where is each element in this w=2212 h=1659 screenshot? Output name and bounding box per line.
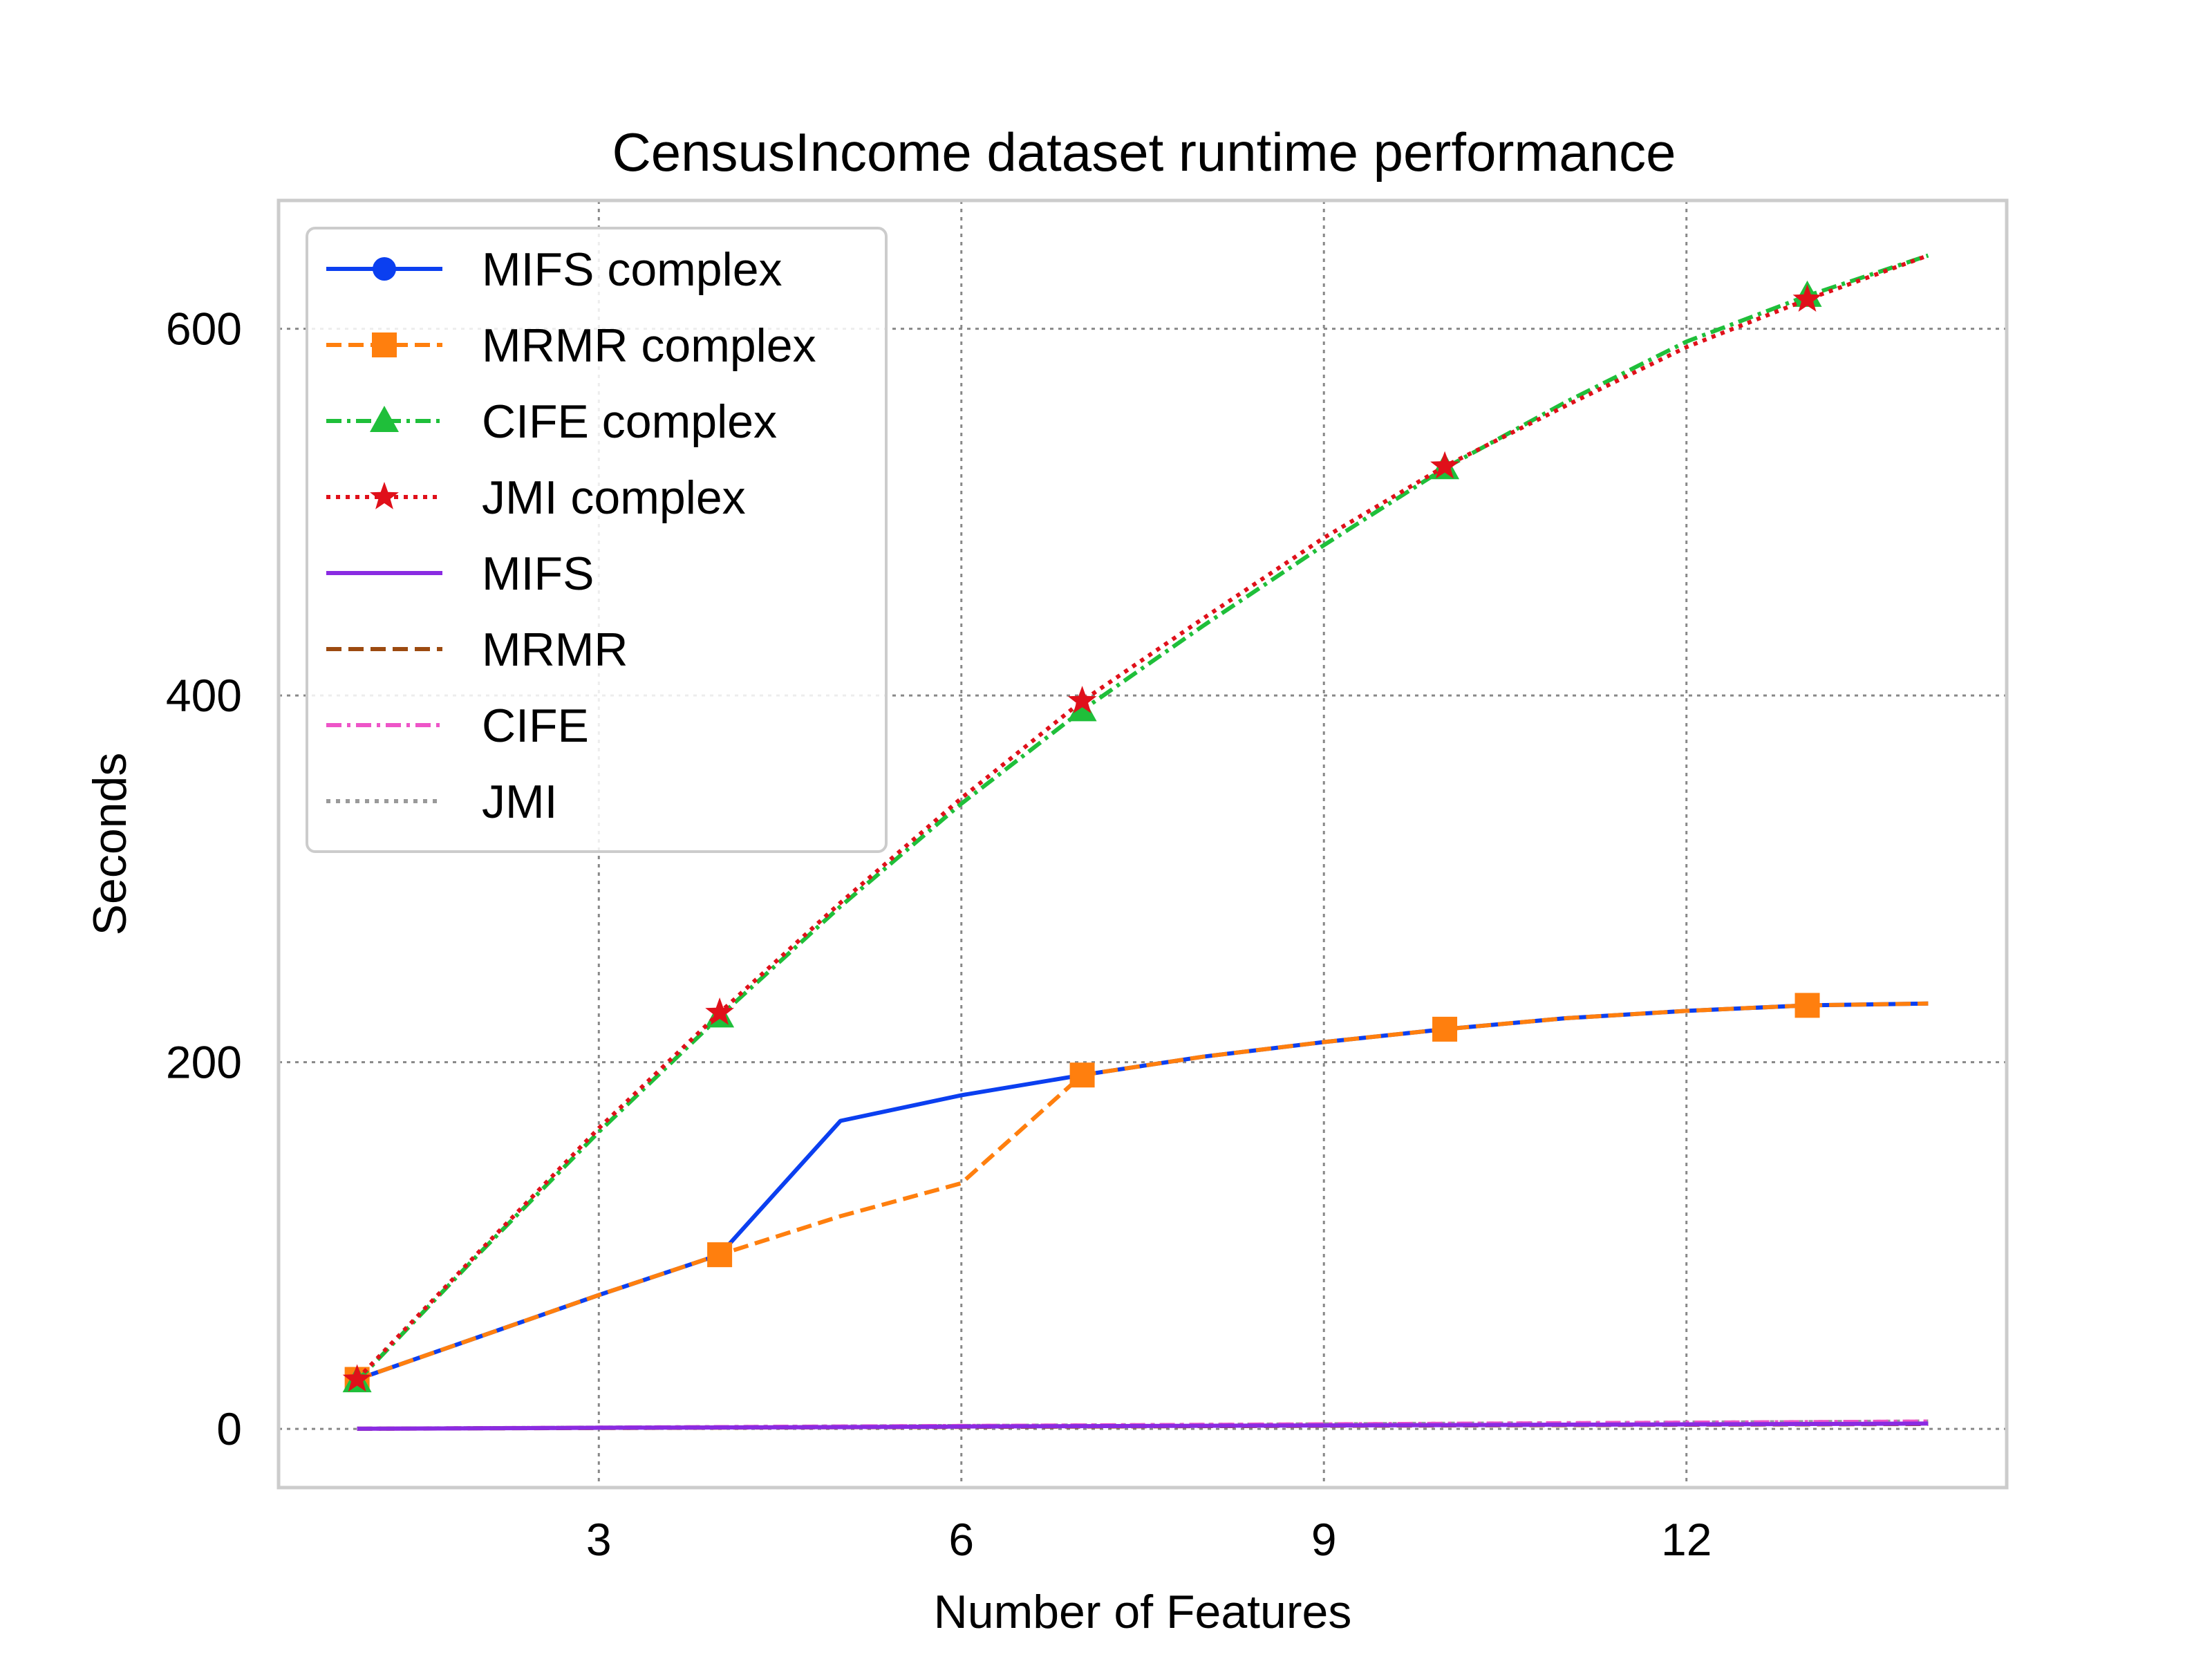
x-tick-labels: 3 6 9 12 bbox=[586, 1514, 1712, 1565]
series-3-point-0 bbox=[342, 1364, 372, 1392]
series-1-point-6 bbox=[1069, 1062, 1095, 1088]
legend-label-6: CIFE bbox=[482, 700, 589, 752]
legend-box bbox=[306, 227, 888, 853]
x-tick-label-0: 3 bbox=[586, 1514, 612, 1565]
series-line-2 bbox=[355, 253, 1929, 1383]
legend-label-7: JMI bbox=[482, 776, 558, 828]
series-3-point-6 bbox=[1067, 686, 1097, 713]
plot-frame bbox=[276, 198, 2009, 1490]
chart-title: CensusIncome dataset runtime performance bbox=[612, 122, 1676, 182]
y-tick-label-1: 200 bbox=[166, 1037, 242, 1088]
legend-label-4: MIFS bbox=[482, 547, 594, 600]
legend-label-5: MRMR bbox=[482, 624, 628, 676]
series-3 bbox=[342, 253, 1929, 1392]
legend-label-0: MIFS complex bbox=[482, 243, 782, 296]
series-2-point-6 bbox=[1067, 695, 1097, 722]
legend-marker-2 bbox=[370, 406, 399, 432]
x-tick-label-2: 9 bbox=[1311, 1514, 1337, 1565]
legend-marker-0 bbox=[373, 257, 396, 281]
y-tick-label-2: 400 bbox=[166, 670, 242, 721]
series-3-point-9 bbox=[1430, 451, 1459, 479]
x-axis-label: Number of Features bbox=[934, 1586, 1352, 1638]
series-3-point-3 bbox=[705, 997, 734, 1025]
y-tick-label-3: 600 bbox=[166, 303, 242, 355]
series-1-point-3 bbox=[707, 1242, 733, 1268]
series-3-point-12 bbox=[1792, 284, 1822, 312]
plot-lines bbox=[342, 253, 1929, 1431]
series-4 bbox=[357, 1421, 1929, 1431]
x-tick-label-3: 12 bbox=[1661, 1514, 1712, 1565]
series-line-4 bbox=[357, 1421, 1929, 1431]
legend: MIFS complex MRMR complex CIFE complex JMI … bbox=[306, 227, 888, 853]
series-1-point-12 bbox=[1794, 993, 1820, 1018]
series-line-1 bbox=[356, 1001, 1929, 1382]
legend-label-3: JMI complex bbox=[482, 471, 746, 524]
grid bbox=[279, 200, 2007, 1488]
y-tick-labels: 0 200 400 600 bbox=[166, 303, 242, 1454]
y-axis-label: Seconds bbox=[84, 753, 136, 936]
x-tick-label-1: 6 bbox=[948, 1514, 974, 1565]
series-line-3 bbox=[355, 253, 1929, 1381]
legend-marker-1 bbox=[372, 332, 397, 357]
series-1-point-9 bbox=[1432, 1016, 1458, 1042]
legend-marker-3 bbox=[370, 482, 399, 509]
y-tick-label-0: 0 bbox=[216, 1403, 242, 1454]
legend-label-1: MRMR complex bbox=[482, 319, 816, 372]
legend-label-2: CIFE complex bbox=[482, 395, 777, 448]
